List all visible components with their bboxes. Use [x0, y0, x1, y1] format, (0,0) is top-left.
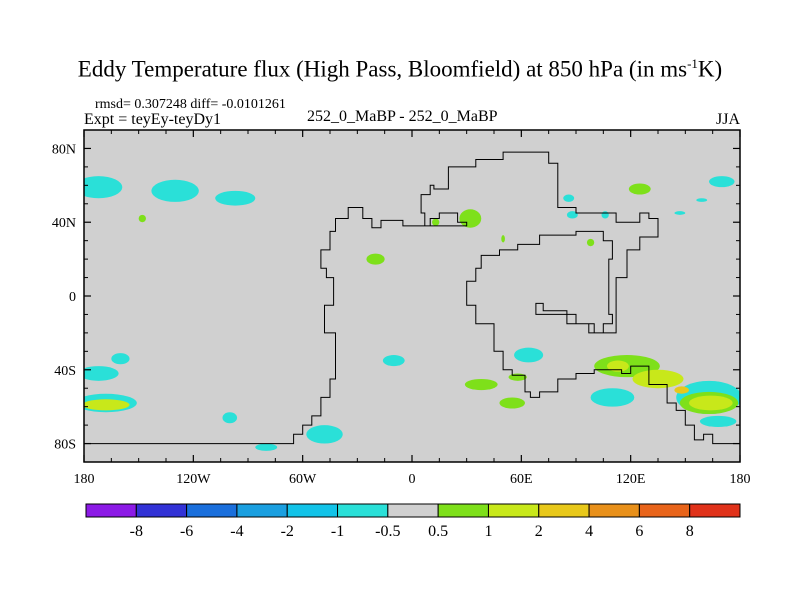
contour-region: [111, 353, 130, 365]
colorbar-label: -6: [180, 523, 193, 540]
contour-region: [590, 388, 635, 407]
contour-region: [306, 425, 343, 444]
contour-region: [215, 190, 256, 206]
contour-region: [563, 194, 575, 202]
coastline: [84, 151, 740, 445]
colorbar-label: -4: [230, 523, 243, 540]
x-tick-label: 0: [409, 472, 416, 487]
y-tick-label: 40N: [52, 216, 76, 231]
contour-region: [699, 415, 737, 427]
chart-title: Eddy Temperature flux (High Pass, Bloomf…: [77, 56, 723, 82]
plot-background: [84, 130, 740, 462]
contour-region: [696, 198, 708, 202]
contour-region: [464, 379, 498, 391]
colorbar-swatch: [689, 503, 741, 518]
stats-label: rmsd= 0.307248 diff= -0.0101261: [95, 97, 286, 112]
colorbar-swatch: [437, 503, 489, 518]
colorbar-label: 8: [686, 523, 694, 540]
y-tick-label: 80S: [54, 438, 76, 453]
x-tick-label: 60W: [289, 472, 317, 487]
case-label: 252_0_MaBP - 252_0_MaBP: [307, 108, 498, 125]
colorbar-label: 4: [585, 523, 593, 540]
x-tick-label: 180: [730, 472, 751, 487]
colorbar-swatch: [85, 503, 137, 518]
contour-region: [566, 211, 578, 219]
colorbar-label: -8: [130, 523, 143, 540]
x-tick-label: 60E: [510, 472, 533, 487]
colorbar-label: 1: [484, 523, 492, 540]
contour-region: [674, 386, 689, 394]
experiment-label: Expt = teyEy-teyDy1: [84, 111, 221, 128]
contour-region: [459, 209, 482, 228]
contour-region: [628, 183, 651, 195]
colorbar-swatch: [487, 503, 540, 518]
contour-region: [255, 443, 278, 451]
colorbar-label: -1: [331, 523, 344, 540]
contour-region: [138, 214, 146, 223]
contour-region: [674, 211, 686, 215]
contour-region: [222, 412, 238, 424]
y-tick-label: 40S: [54, 364, 76, 379]
contour-region: [501, 235, 505, 243]
contour-region: [586, 238, 595, 247]
contour-region: [688, 395, 733, 411]
contour-region: [508, 373, 527, 381]
colorbar-swatch: [186, 503, 238, 518]
contour-region: [84, 366, 119, 381]
contour-region: [432, 218, 440, 226]
x-tick-label: 180: [74, 472, 95, 487]
x-tick-label: 120W: [176, 472, 211, 487]
colorbar-swatch: [638, 503, 691, 518]
colorbar-label: -0.5: [375, 523, 400, 540]
colorbar-swatch: [387, 503, 439, 518]
contour-region: [632, 369, 684, 389]
season-label: JJA: [716, 111, 741, 128]
contour-region: [382, 355, 405, 367]
colorbar-label: 6: [635, 523, 643, 540]
contour-region: [709, 176, 735, 188]
colorbar-swatch: [337, 503, 389, 518]
contour-region: [366, 253, 385, 265]
contour-region: [601, 211, 609, 219]
contour-region: [499, 397, 525, 409]
colorbar-swatch: [236, 503, 288, 518]
colorbar-swatch: [135, 503, 188, 518]
colorbar-swatch: [538, 503, 590, 518]
colorbar-label: -2: [281, 523, 294, 540]
x-tick-label: 120E: [616, 472, 646, 487]
y-tick-label: 80N: [52, 142, 76, 157]
y-tick-label: 0: [69, 290, 76, 305]
contour-region: [514, 347, 544, 363]
contour-region: [151, 179, 199, 202]
colorbar-swatch: [286, 503, 339, 518]
contour-region: [84, 176, 123, 199]
contour-region: [606, 360, 629, 372]
colorbar-swatch: [588, 503, 640, 518]
colorbar-label: 2: [535, 523, 543, 540]
colorbar-label: 0.5: [428, 523, 448, 540]
contour-region: [84, 399, 130, 411]
